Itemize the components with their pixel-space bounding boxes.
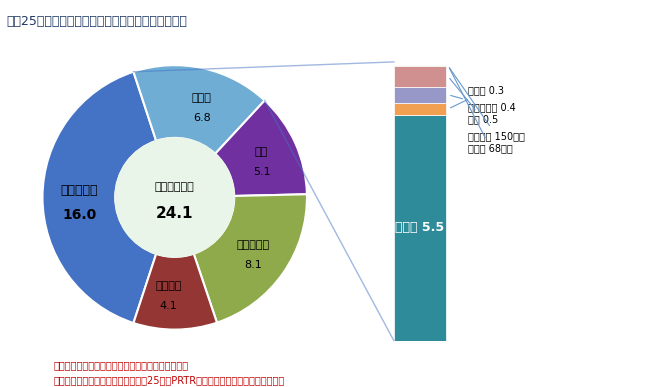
Bar <box>394 66 446 87</box>
Text: 航空機 68トン: 航空機 68トン <box>449 68 513 153</box>
Wedge shape <box>134 65 265 154</box>
Text: 届出排出量: 届出排出量 <box>60 184 98 197</box>
Text: 特殊自動車 0.4: 特殊自動車 0.4 <box>451 96 516 112</box>
Circle shape <box>115 138 235 257</box>
Text: 5.1: 5.1 <box>253 166 270 176</box>
Text: 6.8: 6.8 <box>193 113 210 123</box>
Text: 鉄道車両 150トン: 鉄道車両 150トン <box>450 68 525 141</box>
Wedge shape <box>42 72 156 323</box>
Bar <box>394 115 446 341</box>
Bar <box>394 103 446 115</box>
Text: 自動車 5.5: 自動車 5.5 <box>395 221 445 235</box>
Text: 4.1: 4.1 <box>160 301 177 311</box>
Wedge shape <box>215 101 307 196</box>
Wedge shape <box>194 194 307 323</box>
Text: 平成25年度の届出排出量、届出外排出量（万トン）: 平成25年度の届出排出量、届出外排出量（万トン） <box>7 15 187 29</box>
Bar <box>394 87 446 103</box>
Wedge shape <box>134 254 217 330</box>
Bar <box>394 65 446 66</box>
Text: 船舶 0.5: 船舶 0.5 <box>450 79 499 124</box>
Text: 8.1: 8.1 <box>244 260 261 270</box>
Text: 二輪車 0.3: 二輪車 0.3 <box>450 86 504 108</box>
Text: 非対象業種: 非対象業種 <box>236 240 269 250</box>
Text: 届出外排出量: 届出外排出量 <box>155 182 195 192</box>
Text: 移動体: 移動体 <box>192 93 212 103</box>
Text: 24.1: 24.1 <box>156 206 194 221</box>
Text: 対象業種: 対象業種 <box>155 281 181 291</box>
Text: （注）特殊自動車：産業機械、建設機械、農業機械: （注）特殊自動車：産業機械、建設機械、農業機械 <box>54 360 189 370</box>
Text: （出所）経済産業省、環境省「平成25年度PRTRデータの概要」より大和総研作成: （出所）経済産業省、環境省「平成25年度PRTRデータの概要」より大和総研作成 <box>54 375 285 385</box>
Text: 16.0: 16.0 <box>62 207 97 222</box>
Text: 家庭: 家庭 <box>255 147 268 157</box>
